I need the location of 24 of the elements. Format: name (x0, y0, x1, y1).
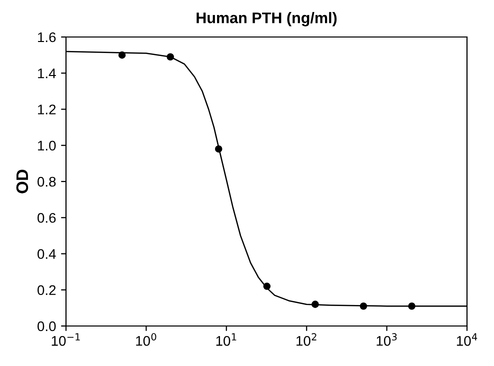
point (214, 145, 222, 153)
x-tick-label: 10$^{−1}$ (52, 333, 80, 346)
y-tick-label: 0.8 (38, 176, 56, 187)
x-tick-label: 10$^{4}$ (456, 333, 478, 346)
point (166, 53, 174, 61)
y-axis-title: OD (16, 170, 28, 194)
x-tick-label: 10$^{2}$ (296, 333, 316, 346)
point (118, 51, 126, 59)
y-tick-label: 1.4 (38, 68, 56, 78)
point (312, 300, 319, 308)
y-tick-label: 1.0 (38, 140, 56, 151)
point (360, 302, 368, 310)
point (408, 302, 416, 310)
x-tick-label: 10$^{3}$ (376, 333, 397, 346)
y-tick-label: 0.6 (38, 212, 56, 223)
x-tick-label: 10$^{1}$ (216, 333, 236, 346)
y-tick-label: 0.0 (38, 321, 56, 332)
y-tick-label: 0.2 (38, 285, 56, 296)
y-tick-label: 0.4 (38, 249, 56, 259)
point (263, 282, 271, 290)
y-tick-label: 1.6 (38, 32, 56, 42)
x-tick-label: 10$^{0}$ (136, 333, 156, 346)
y-tick-label: 1.2 (38, 104, 56, 114)
chart-title: Human PTH (ng/ml) (196, 12, 337, 26)
